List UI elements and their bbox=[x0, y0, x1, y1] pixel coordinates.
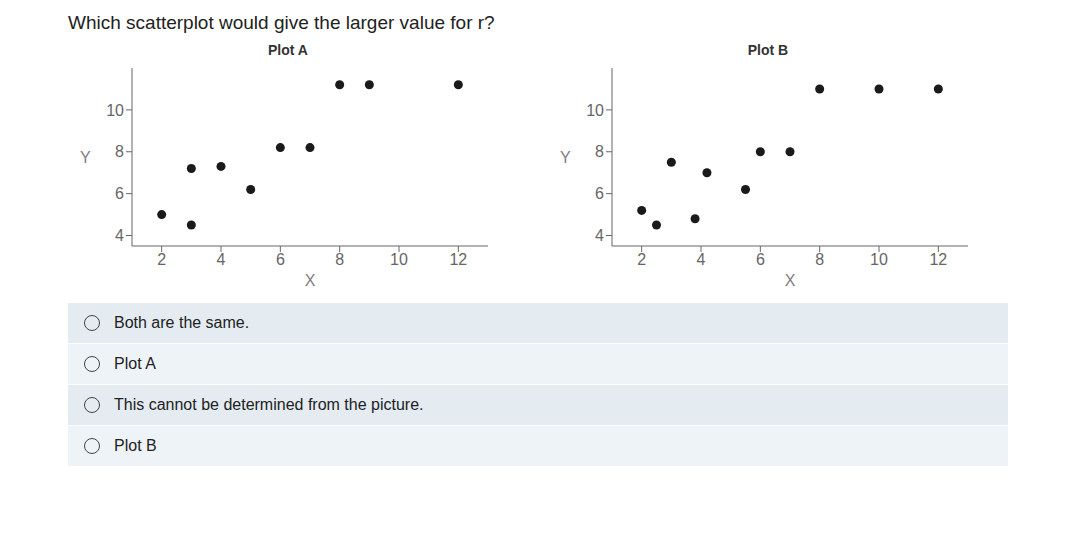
html-text:Plot A: Plot A bbox=[114, 355, 156, 372]
svg-text:4: 4 bbox=[697, 251, 706, 268]
svg-text:X: X bbox=[785, 272, 796, 289]
svg-text:6: 6 bbox=[756, 251, 765, 268]
svg-text:X: X bbox=[305, 272, 316, 289]
svg-text:6: 6 bbox=[115, 185, 124, 202]
svg-text:10: 10 bbox=[106, 102, 124, 119]
svg-text:4: 4 bbox=[595, 227, 604, 244]
html-text:Both are the same.: Both are the same. bbox=[114, 314, 250, 331]
svg-text:8: 8 bbox=[335, 251, 344, 268]
svg-text:Y: Y bbox=[80, 149, 91, 166]
svg-text:4: 4 bbox=[217, 251, 226, 268]
svg-text:8: 8 bbox=[595, 143, 604, 160]
html-text:Plot B: Plot B bbox=[114, 437, 157, 454]
svg-text:10: 10 bbox=[870, 251, 888, 268]
svg-text:6: 6 bbox=[595, 185, 604, 202]
svg-text:2: 2 bbox=[157, 251, 166, 268]
svg-text:10: 10 bbox=[390, 251, 408, 268]
svg-text:12: 12 bbox=[929, 251, 947, 268]
svg-text:Y: Y bbox=[560, 149, 571, 166]
html-text:Plot B: Plot B bbox=[747, 42, 789, 58]
svg-text:10: 10 bbox=[586, 102, 604, 119]
svg-text:6: 6 bbox=[276, 251, 285, 268]
svg-text:12: 12 bbox=[449, 251, 467, 268]
html-text:Plot A: Plot A bbox=[268, 42, 308, 58]
html-text:This cannot be determined from: This cannot be determined from the pictu… bbox=[114, 396, 424, 413]
svg-text:8: 8 bbox=[115, 143, 124, 160]
html-text:Which scatterplot would give t: Which scatterplot would give the larger … bbox=[68, 12, 495, 33]
svg-text:8: 8 bbox=[815, 251, 824, 268]
svg-text:2: 2 bbox=[637, 251, 646, 268]
svg-text:4: 4 bbox=[115, 227, 124, 244]
